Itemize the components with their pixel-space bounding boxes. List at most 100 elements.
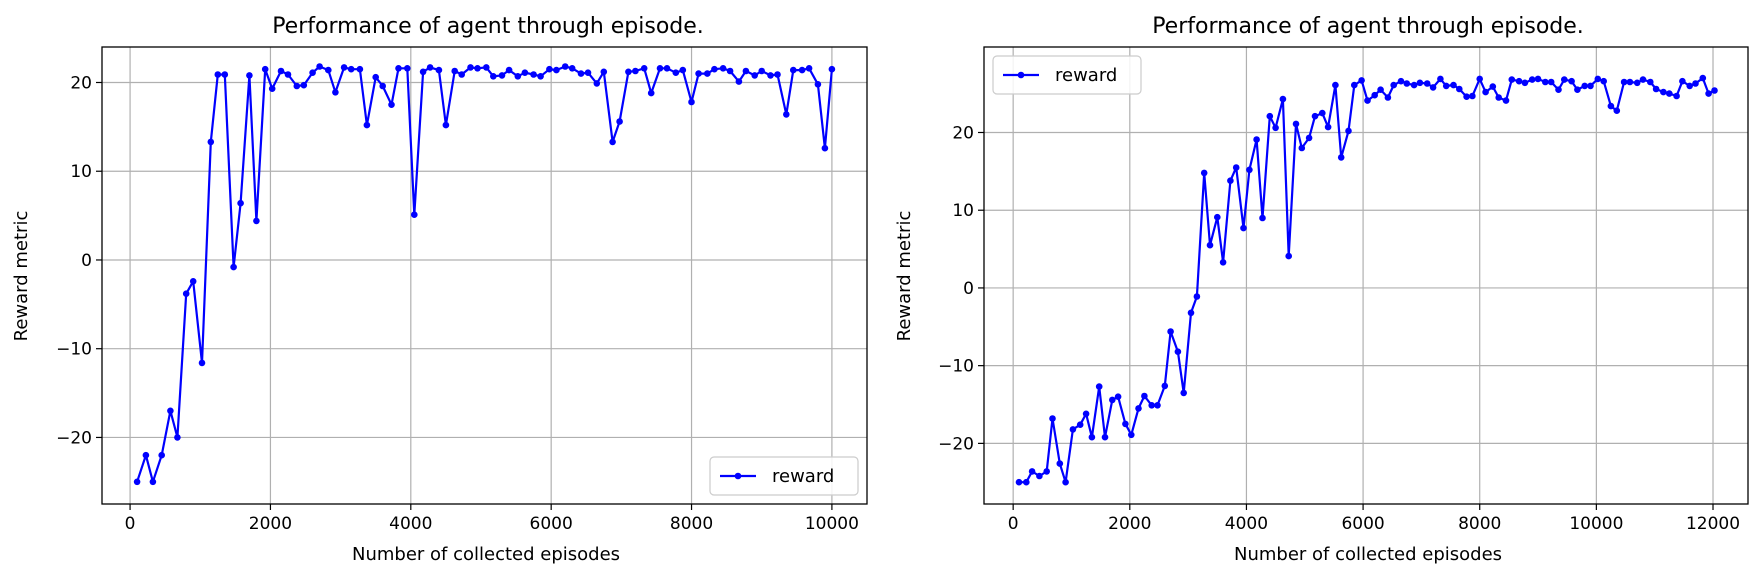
right-plot-data-point: [1305, 134, 1313, 142]
left-plot-data-point: [230, 263, 237, 271]
left-plot-data-point: [451, 67, 459, 75]
left-plot-data-point: [695, 70, 702, 77]
right-plot: Performance of agent through episode. Nu…: [894, 14, 1749, 565]
right-plot-data-point: [1416, 79, 1424, 87]
right-plot-data-point: [1613, 107, 1621, 114]
right-plot-data-point: [1187, 309, 1195, 317]
left-plot-data-point: [774, 71, 781, 78]
right-plot-data-point: [1253, 136, 1260, 143]
left-plot-data-point: [577, 70, 585, 77]
right-plot-data-point: [1056, 460, 1064, 467]
left-plot-data-point: [498, 72, 506, 79]
right-plot-data-point: [1114, 393, 1122, 401]
right-plot-data-point: [1351, 81, 1358, 89]
left-plot-legend: reward: [709, 456, 859, 496]
left-plot-data-point: [467, 64, 474, 71]
right-plot-data-point: [1193, 293, 1201, 300]
left-plot-data-point: [632, 67, 639, 75]
right-plot-data-point: [1626, 78, 1634, 86]
right-plot-data-point: [1174, 348, 1182, 356]
right-plot-data-point: [1495, 94, 1502, 101]
right-plot-data-point: [1647, 78, 1654, 86]
left-plot-y-tick-label: 10: [70, 162, 92, 182]
left-plot-grid: [102, 47, 867, 504]
left-plot-data-point: [600, 68, 608, 76]
left-plot-data-point: [246, 72, 253, 79]
right-plot-data-point: [1515, 77, 1523, 85]
right-plot-data-point: [1620, 78, 1628, 86]
right-plot-data-point: [1561, 76, 1568, 83]
left-plot-data-point: [609, 138, 616, 146]
right-plot-data-point: [1101, 433, 1109, 441]
left-plot-data-point: [537, 73, 544, 80]
left-plot-x-axis-label: Number of collected episodes: [352, 544, 620, 565]
left-plot-data-point: [679, 66, 687, 74]
right-plot-y-tick-label: 20: [952, 123, 974, 143]
left-plot-x-tick-label: 2000: [249, 514, 292, 534]
left-plot-data-point: [395, 65, 402, 72]
left-plot-data-point: [198, 359, 206, 367]
left-plot-data-point: [133, 478, 141, 486]
right-plot-y-tick-label: 0: [963, 279, 974, 299]
right-plot-data-point: [1232, 164, 1240, 171]
left-plot-data-point: [783, 111, 790, 118]
right-plot-data-point: [1660, 88, 1667, 96]
left-plot-x-tick-label: 4000: [389, 514, 432, 534]
right-plot-x-tick-label: 6000: [1341, 514, 1384, 534]
right-plot-data-point: [1049, 415, 1056, 422]
left-plot-data-point: [189, 278, 197, 285]
right-plot-data-point: [1240, 224, 1247, 232]
right-plot-data-point: [1574, 86, 1581, 93]
right-plot-data-point: [1699, 74, 1707, 82]
right-plot-legend-box: [992, 55, 1142, 95]
right-plot-data-point: [1568, 77, 1575, 85]
left-plot-data-point: [347, 65, 355, 73]
left-plot-data-point: [672, 69, 680, 76]
right-plot-data-point: [1607, 102, 1615, 110]
left-plot-data-point: [142, 451, 150, 459]
right-plot-data-point: [1062, 478, 1069, 486]
right-plot-legend-label: reward: [1055, 65, 1117, 86]
right-plot-data-point: [1358, 77, 1365, 84]
left-plot-data-point: [663, 65, 671, 72]
left-plot-y-tick-label: −20: [56, 428, 92, 448]
left-plot-y-tick-label: −10: [56, 340, 92, 360]
left-plot-data-point: [704, 70, 711, 77]
right-plot-data-point: [1206, 241, 1214, 249]
right-plot-x-tick-label: 8000: [1458, 514, 1501, 534]
left-plot-data-point: [411, 211, 418, 218]
right-plot-data-point: [1214, 213, 1221, 221]
left-plot-data-point: [167, 407, 174, 415]
right-plot-data-point: [1015, 478, 1023, 486]
right-plot-data-point: [1227, 177, 1234, 184]
right-plot-legend: reward: [992, 55, 1142, 95]
left-plot-data-point: [316, 63, 323, 70]
left-plot-legend-marker: [734, 472, 742, 480]
right-plot-data-point: [1469, 92, 1476, 100]
right-plot-data-point: [1705, 90, 1712, 97]
left-plot-data-point: [514, 73, 522, 80]
right-plot-data-point: [1122, 420, 1129, 428]
right-plot-data-point: [1423, 80, 1431, 87]
right-plot-data-point: [1534, 75, 1542, 83]
left-plot-frame: [101, 46, 868, 505]
right-plot-data-point: [1154, 402, 1161, 409]
left-plot-data-point: [656, 65, 664, 72]
right-plot-data-point: [1337, 154, 1345, 161]
right-plot-legend-marker: [1017, 71, 1025, 79]
left-plot-data-point: [261, 65, 269, 73]
left-plot-data-point: [726, 67, 734, 75]
right-plot-data-point: [1332, 81, 1339, 89]
right-plot-data-point: [1135, 405, 1142, 412]
left-plot-data-point: [379, 82, 387, 90]
left-plot-data-point: [568, 65, 576, 72]
left-plot-x-tick-label: 6000: [530, 514, 573, 534]
left-plot-series-line: [136, 65, 833, 483]
right-plot-data-point: [1521, 79, 1529, 87]
right-plot-data-point: [1345, 127, 1352, 135]
left-plot-data-point: [149, 478, 157, 486]
left-plot-data-point: [221, 71, 229, 78]
right-plot-data-point: [1456, 85, 1463, 93]
